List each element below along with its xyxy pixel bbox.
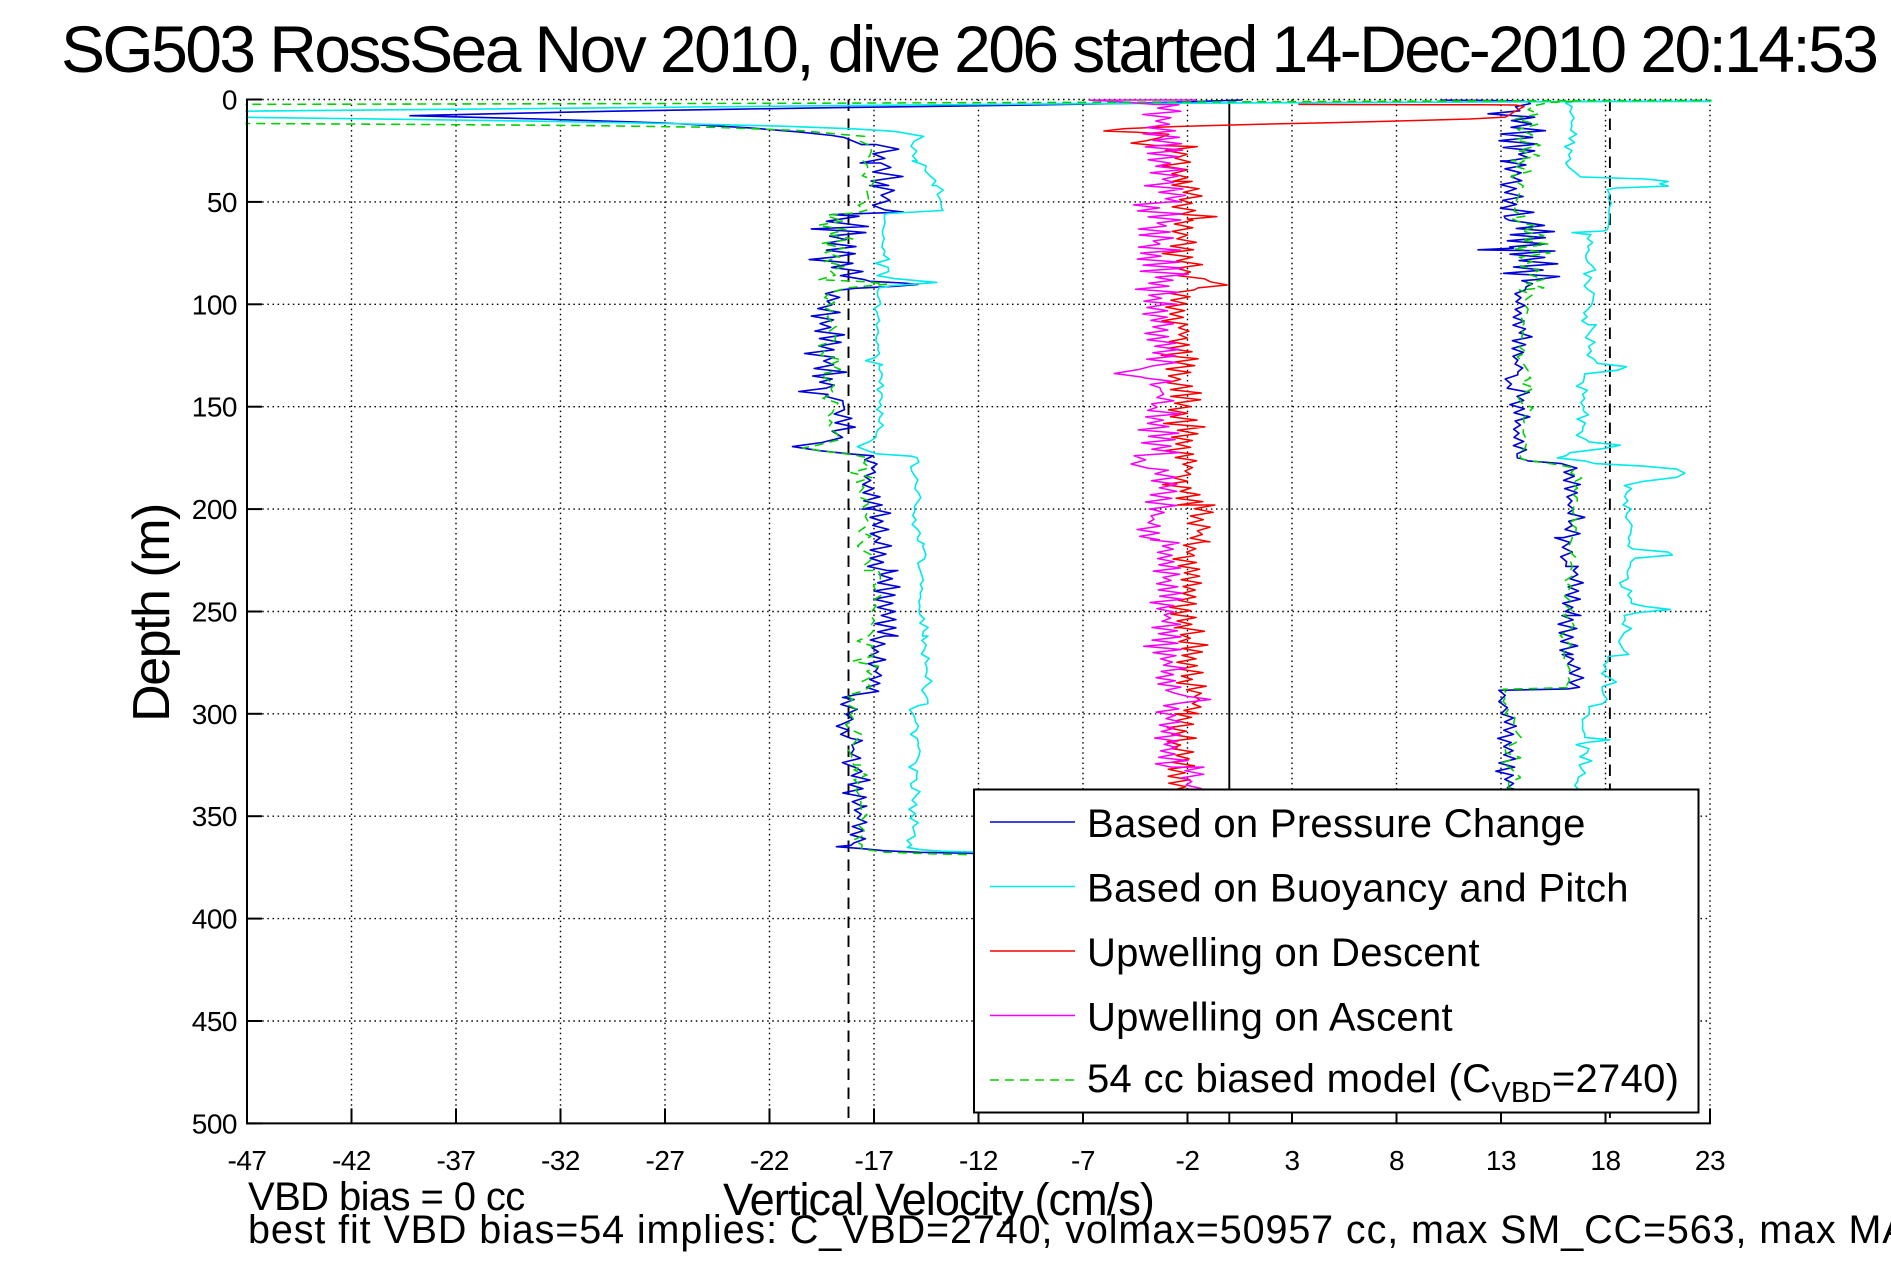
svg-text:250: 250 [192,597,237,628]
svg-text:18: 18 [1590,1145,1620,1176]
svg-text:23: 23 [1695,1145,1725,1176]
svg-text:Depth (m): Depth (m) [123,504,181,722]
svg-text:300: 300 [192,699,237,730]
svg-text:0: 0 [222,85,237,116]
svg-text:Upwelling on Descent: Upwelling on Descent [1087,931,1480,975]
svg-text:-42: -42 [332,1145,371,1176]
svg-text:-2: -2 [1176,1145,1200,1176]
svg-text:200: 200 [192,494,237,525]
svg-text:-12: -12 [959,1145,998,1176]
svg-text:Based on Buoyancy and Pitch: Based on Buoyancy and Pitch [1087,867,1629,911]
svg-text:350: 350 [192,801,237,832]
svg-text:450: 450 [192,1006,237,1037]
svg-text:3: 3 [1284,1145,1299,1176]
svg-text:Vertical Velocity (cm/s): Vertical Velocity (cm/s) [723,1174,1154,1225]
svg-text:50: 50 [207,187,237,218]
svg-text:-32: -32 [541,1145,580,1176]
svg-text:-37: -37 [437,1145,476,1176]
svg-text:400: 400 [192,904,237,935]
svg-text:500: 500 [192,1108,237,1139]
svg-text:VBD bias = 0 cc: VBD bias = 0 cc [248,1175,525,1219]
svg-text:-47: -47 [228,1145,267,1176]
svg-text:8: 8 [1389,1145,1404,1176]
svg-text:13: 13 [1486,1145,1516,1176]
svg-text:-17: -17 [855,1145,894,1176]
svg-text:150: 150 [192,392,237,423]
svg-text:-7: -7 [1071,1145,1095,1176]
svg-text:Based on Pressure Change: Based on Pressure Change [1087,802,1586,846]
svg-text:100: 100 [192,289,237,320]
svg-text:Upwelling on Ascent: Upwelling on Ascent [1087,996,1453,1040]
svg-text:54 cc biased model (CVBD=2740): 54 cc biased model (CVBD=2740) [1087,1057,1679,1109]
svg-text:-22: -22 [750,1145,789,1176]
svg-text:best fit VBD bias=54 implies:: best fit VBD bias=54 implies: C_VBD=2740… [248,1208,1891,1252]
svg-text:-27: -27 [646,1145,685,1176]
svg-text:SG503 RossSea Nov 2010, dive 2: SG503 RossSea Nov 2010, dive 206 started… [61,12,1876,86]
